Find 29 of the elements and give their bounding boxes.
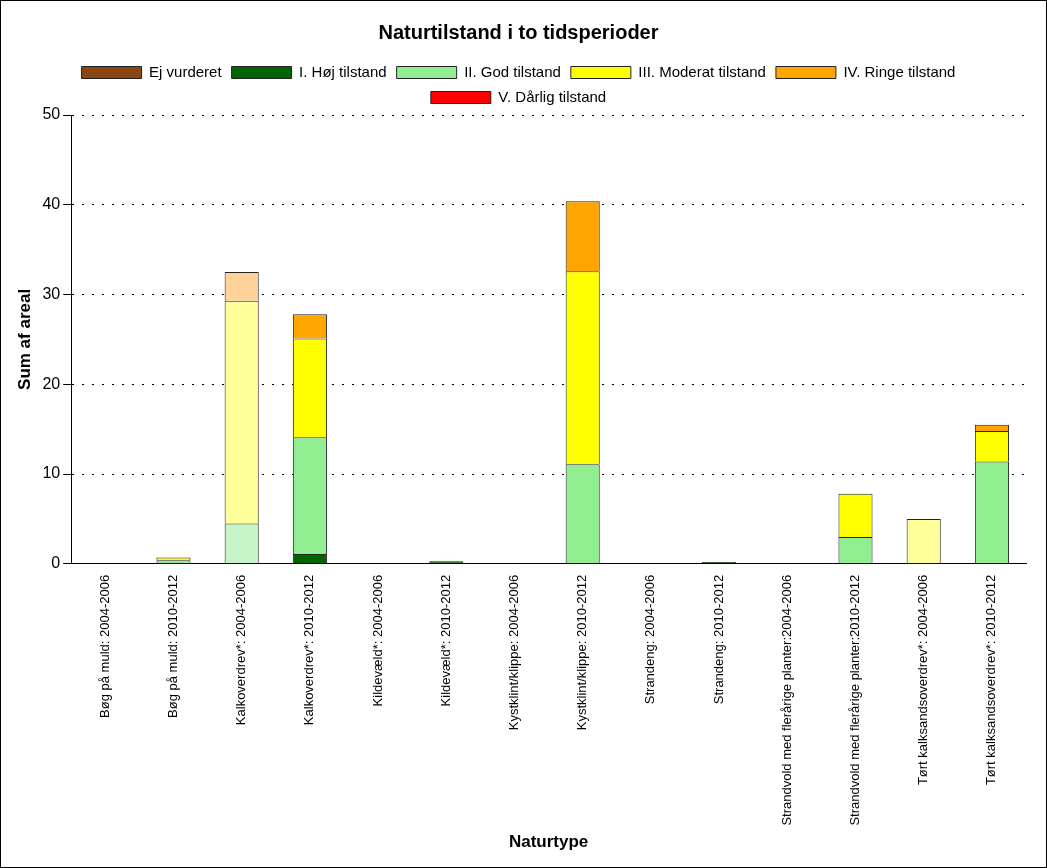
x-tick-label: Kalkoverdrev*: 2004-2006 bbox=[233, 574, 249, 726]
y-tick-label: 30 bbox=[42, 284, 61, 302]
x-tick-label: Bøg på muld: 2010-2012 bbox=[165, 574, 181, 718]
x-tick-label: Bøg på muld: 2004-2006 bbox=[96, 574, 112, 718]
x-tick-label: Tørt kalksandsoverdrev*: 2004-2006 bbox=[915, 574, 931, 786]
chart-title: Naturtilstand i to tidsperioder bbox=[378, 20, 659, 43]
x-tick-label: Kildevæld*: 2004-2006 bbox=[369, 574, 385, 707]
x-tick-label: Kalkoverdrev*: 2010-2012 bbox=[301, 574, 317, 726]
y-axis-title: Sum af areal bbox=[14, 288, 34, 390]
legend-label: V. Dårlig tilstand bbox=[498, 87, 607, 105]
y-tick-label: 10 bbox=[42, 464, 61, 482]
y-tick-label: 20 bbox=[42, 374, 61, 392]
legend-label: II. God tilstand bbox=[464, 62, 561, 80]
y-tick-label: 50 bbox=[42, 105, 61, 123]
y-tick-label: 0 bbox=[51, 554, 61, 572]
x-tick-label: Strandeng: 2010-2012 bbox=[710, 574, 726, 705]
x-tick-label: Kystklint/klippe: 2010-2012 bbox=[574, 574, 590, 731]
legend-label: I. Høj tilstand bbox=[299, 62, 387, 80]
legend-label: III. Moderat tilstand bbox=[638, 62, 766, 80]
y-tick-label: 40 bbox=[42, 195, 61, 213]
legend-label: Ej vurderet bbox=[149, 62, 223, 80]
x-axis-title: Naturtype bbox=[508, 832, 589, 852]
x-tick-label: Strandvold med flerårige planter:2004-2006 bbox=[778, 574, 794, 826]
x-tick-label: Kystklint/klippe: 2004-2006 bbox=[506, 574, 522, 731]
legend-label: IV. Ringe tilstand bbox=[843, 62, 956, 80]
x-tick-label: Strandvold med flerårige planter:2010-2012 bbox=[847, 574, 863, 826]
x-tick-label: Strandeng: 2004-2006 bbox=[642, 574, 658, 705]
x-tick-label: Tørt kalksandsoverdrev*: 2010-2012 bbox=[983, 574, 999, 786]
x-tick-label: Kildevæld*: 2010-2012 bbox=[437, 574, 453, 707]
